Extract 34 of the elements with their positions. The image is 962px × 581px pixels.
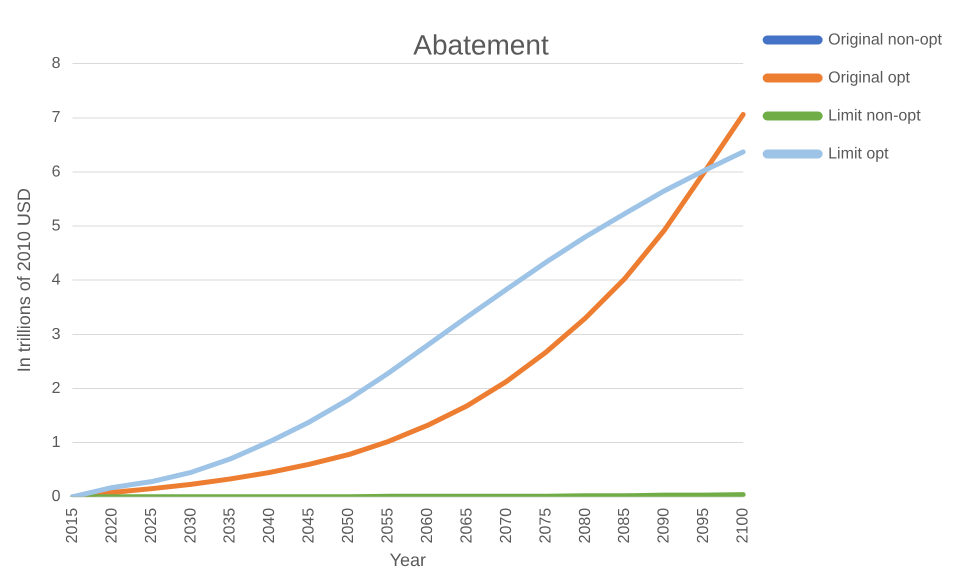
- y-tick-label: 7: [52, 109, 61, 126]
- y-tick-label: 0: [52, 488, 61, 506]
- x-tick-label: 2035: [222, 508, 239, 544]
- y-tick-label: 1: [52, 434, 61, 452]
- y-tick-label: 5: [52, 217, 61, 234]
- x-tick-label: 2100: [734, 508, 752, 544]
- x-tick-label: 2075: [537, 508, 554, 544]
- x-tick-label: 2040: [261, 508, 278, 544]
- x-tick-label: 2045: [300, 508, 318, 544]
- legend-label: Limit opt: [828, 145, 890, 162]
- x-tick-label: 2060: [418, 508, 436, 544]
- chart-title: Abatement: [413, 30, 549, 61]
- x-tick-label: 2090: [656, 508, 673, 544]
- y-tick-label: 2: [52, 380, 61, 397]
- x-tick-label: 2070: [498, 508, 515, 544]
- x-tick-label: 2020: [103, 508, 120, 544]
- x-tick-label: 2095: [695, 508, 712, 544]
- x-tick-label: 2065: [458, 508, 476, 544]
- legend-label: Original opt: [828, 69, 911, 86]
- y-tick-label: 4: [52, 272, 61, 289]
- x-tick-label: 2050: [340, 508, 358, 544]
- x-tick-label: 2085: [616, 508, 634, 544]
- x-axis-title: Year: [390, 550, 426, 570]
- y-tick-label: 3: [52, 326, 61, 343]
- x-tick-label: 2015: [64, 508, 81, 544]
- legend-label: Limit non-opt: [828, 107, 922, 124]
- x-tick-label: 2025: [142, 508, 160, 544]
- y-axis-title: In trillions of 2010 USD: [14, 188, 34, 372]
- x-tick-label: 2055: [380, 508, 397, 544]
- x-tick-label: 2030: [182, 508, 200, 544]
- y-tick-label: 8: [52, 55, 61, 72]
- x-tick-label: 2080: [576, 508, 594, 544]
- legend-label: Original non-opt: [828, 31, 943, 48]
- y-tick-label: 6: [52, 163, 61, 180]
